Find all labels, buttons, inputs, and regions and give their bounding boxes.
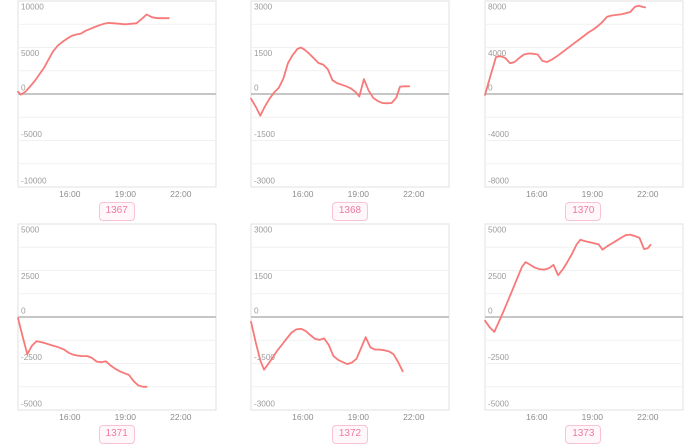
svg-text:1500: 1500 <box>254 272 273 281</box>
svg-text:5000: 5000 <box>488 226 507 235</box>
svg-text:-5000: -5000 <box>21 130 42 139</box>
series-line <box>483 233 652 333</box>
y-axis-labels: 3000 1500 0 -1500 -3000 <box>254 226 275 409</box>
line-chart: 3000 1500 0 -1500 -3000 16:00 19:00 22:00 <box>250 223 450 422</box>
svg-text:-2500: -2500 <box>488 353 509 362</box>
svg-text:4000: 4000 <box>488 49 507 58</box>
svg-text:-2500: -2500 <box>21 353 42 362</box>
gridlines <box>484 23 683 165</box>
y-axis-labels: 3000 1500 0 -1500 -3000 <box>254 3 275 186</box>
chart-badge-link[interactable]: 1370 <box>565 202 602 221</box>
svg-text:16:00: 16:00 <box>59 412 81 422</box>
svg-text:16:00: 16:00 <box>293 412 315 422</box>
x-axis-labels: 16:00 19:00 22:00 <box>59 412 192 422</box>
x-axis-labels: 16:00 19:00 22:00 <box>59 189 192 199</box>
svg-text:22:00: 22:00 <box>404 189 426 199</box>
svg-text:-5000: -5000 <box>21 400 42 409</box>
y-axis-labels: 10000 5000 0 -5000 -10000 <box>21 3 47 186</box>
chart-cell: 10000 5000 0 -5000 -10000 16:00 19:00 22:00 136… <box>0 0 233 223</box>
x-axis-labels: 16:00 19:00 22:00 <box>526 189 659 199</box>
gridlines <box>251 23 450 165</box>
line-chart: 10000 5000 0 -5000 -10000 16:00 19:00 22:00 <box>17 0 217 199</box>
chart-cell: 8000 4000 0 -4000 -8000 16:00 19:00 22:00 1370 <box>467 0 700 223</box>
chart-cell: 5000 2500 0 -2500 -5000 16:00 19:00 22:00 1373 <box>467 223 700 446</box>
svg-text:5000: 5000 <box>21 226 40 235</box>
svg-text:-3000: -3000 <box>254 400 275 409</box>
svg-text:19:00: 19:00 <box>348 189 370 199</box>
gridlines <box>18 246 217 388</box>
svg-text:-1500: -1500 <box>254 353 275 362</box>
y-axis-labels: 8000 4000 0 -4000 -8000 <box>488 3 509 186</box>
series-line <box>17 13 170 96</box>
svg-text:-4000: -4000 <box>488 130 509 139</box>
y-axis-labels: 5000 2500 0 -2500 -5000 <box>488 226 509 409</box>
chart-cell: 5000 2500 0 -2500 -5000 16:00 19:00 22:00 1371 <box>0 223 233 446</box>
svg-text:10000: 10000 <box>21 3 44 12</box>
svg-text:8000: 8000 <box>488 3 507 12</box>
series-line <box>17 317 148 388</box>
gridlines <box>484 246 683 388</box>
x-axis-labels: 16:00 19:00 22:00 <box>293 412 426 422</box>
svg-text:-8000: -8000 <box>488 177 509 186</box>
svg-text:22:00: 22:00 <box>637 189 659 199</box>
svg-text:19:00: 19:00 <box>115 189 137 199</box>
line-chart: 8000 4000 0 -4000 -8000 16:00 19:00 22:00 <box>483 0 684 199</box>
svg-text:1500: 1500 <box>254 49 273 58</box>
chart-badge-link[interactable]: 1367 <box>98 202 135 221</box>
svg-text:-10000: -10000 <box>21 177 47 186</box>
series-line <box>483 4 646 96</box>
svg-text:0: 0 <box>254 307 259 316</box>
svg-text:19:00: 19:00 <box>581 412 603 422</box>
svg-text:5000: 5000 <box>21 49 40 58</box>
svg-text:16:00: 16:00 <box>59 189 81 199</box>
svg-text:-3000: -3000 <box>254 177 275 186</box>
svg-text:22:00: 22:00 <box>170 189 192 199</box>
svg-text:0: 0 <box>21 307 26 316</box>
svg-text:0: 0 <box>21 84 26 93</box>
x-axis-labels: 16:00 19:00 22:00 <box>293 189 426 199</box>
svg-text:22:00: 22:00 <box>404 412 426 422</box>
chart-cell: 3000 1500 0 -1500 -3000 16:00 19:00 22:00 1372 <box>233 223 466 446</box>
svg-text:19:00: 19:00 <box>348 412 370 422</box>
svg-text:19:00: 19:00 <box>581 189 603 199</box>
svg-text:3000: 3000 <box>254 226 273 235</box>
x-axis-labels: 16:00 19:00 22:00 <box>526 412 659 422</box>
svg-text:3000: 3000 <box>254 3 273 12</box>
chart-badge-link[interactable]: 1371 <box>98 425 135 444</box>
svg-text:2500: 2500 <box>488 272 507 281</box>
chart-badge-link[interactable]: 1373 <box>565 425 602 444</box>
svg-text:0: 0 <box>488 307 493 316</box>
svg-text:2500: 2500 <box>21 272 40 281</box>
svg-text:19:00: 19:00 <box>115 412 137 422</box>
line-chart: 5000 2500 0 -2500 -5000 16:00 19:00 22:00 <box>17 223 217 422</box>
svg-text:22:00: 22:00 <box>170 412 192 422</box>
y-axis-labels: 5000 2500 0 -2500 -5000 <box>21 226 42 409</box>
series-line <box>250 46 411 117</box>
svg-text:22:00: 22:00 <box>637 412 659 422</box>
chart-badge-link[interactable]: 1368 <box>331 202 369 221</box>
chart-cell: 3000 1500 0 -1500 -3000 16:00 19:00 22:00 1368 <box>233 0 466 223</box>
svg-text:0: 0 <box>254 84 259 93</box>
svg-text:0: 0 <box>488 84 493 93</box>
svg-text:16:00: 16:00 <box>526 189 548 199</box>
svg-text:-1500: -1500 <box>254 130 275 139</box>
series-line <box>250 320 405 373</box>
svg-text:16:00: 16:00 <box>526 412 548 422</box>
chart-badge-link[interactable]: 1372 <box>331 425 369 444</box>
svg-text:-5000: -5000 <box>488 400 509 409</box>
svg-text:16:00: 16:00 <box>293 189 315 199</box>
line-chart: 5000 2500 0 -2500 -5000 16:00 19:00 22:00 <box>483 223 684 422</box>
line-chart: 3000 1500 0 -1500 -3000 16:00 19:00 22:00 <box>250 0 450 199</box>
